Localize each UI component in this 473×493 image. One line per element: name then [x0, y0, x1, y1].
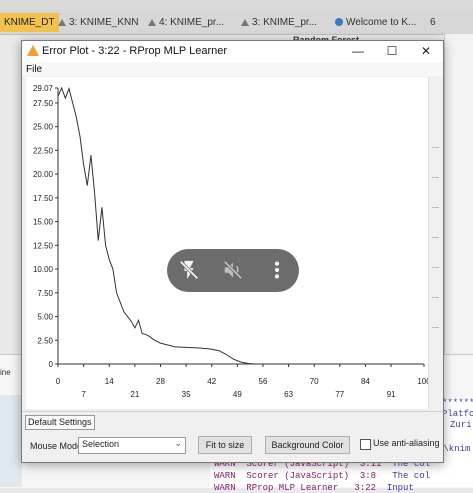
- console-line: WARN Scorer (JavaScript) 3:8 The col: [214, 471, 431, 481]
- menu-file[interactable]: File: [26, 64, 43, 75]
- chevron-down-icon: ⌄: [174, 438, 182, 448]
- console-line: WARN Scorer (JavaScript) 3:11 The col: [214, 459, 431, 469]
- x-tick-label: 21: [130, 390, 139, 399]
- dialog-titlebar[interactable]: Error Plot - 3:22 - RProp MLP Learner — …: [22, 41, 443, 62]
- y-tick-label: 15.00: [33, 218, 54, 227]
- y-tick-label: 10.00: [33, 265, 54, 274]
- x-tick-label: 84: [361, 377, 370, 386]
- error-plot-dialog: Error Plot - 3:22 - RProp MLP Learner — …: [21, 40, 444, 463]
- mouse-mode-value: Selection: [82, 439, 120, 449]
- y-tick-label: 0: [49, 360, 54, 369]
- mouse-mode-select[interactable]: Selection ⌄: [78, 437, 186, 454]
- y-tick-label: 2.50: [37, 336, 53, 345]
- console-line: Platfo: [442, 409, 473, 419]
- x-tick-label: 14: [105, 377, 114, 386]
- volume-off-icon[interactable]: [222, 259, 244, 281]
- tab-knime-knn[interactable]: 3: KNIME_KNN: [58, 13, 138, 32]
- x-tick-label: 100: [417, 377, 428, 386]
- flash-off-icon[interactable]: [178, 259, 200, 281]
- y-tick-label: 29.07: [33, 84, 54, 93]
- workflow-minimap: [0, 395, 22, 487]
- y-tick-label: 5.00: [37, 313, 53, 322]
- x-tick-label: 77: [335, 390, 344, 399]
- outline-panel: [444, 34, 473, 354]
- error-series-line: [57, 86, 256, 365]
- console-line: s\knim: [438, 444, 471, 454]
- warning-icon: [27, 45, 39, 56]
- x-tick-label: 28: [156, 377, 165, 386]
- x-tick-label: 35: [182, 390, 191, 399]
- y-tick-label: 17.50: [33, 194, 54, 203]
- plot-area[interactable]: 0 2.50 5.00 7.50 10.00 12.50 15.00 17.50 20.00 22…: [26, 77, 428, 409]
- x-tick-label: 0: [56, 377, 61, 386]
- tab-knime-pr-3[interactable]: 3: KNIME_pr...: [241, 13, 317, 32]
- x-tick-label: 91: [387, 390, 396, 399]
- warning-icon: [148, 19, 156, 26]
- vertical-scrollbar[interactable]: [428, 77, 443, 409]
- tab-label: KNIME_DT: [4, 17, 55, 28]
- y-tick-label: 27.50: [33, 99, 54, 108]
- minimize-button[interactable]: —: [352, 44, 364, 58]
- tab-overflow[interactable]: 6: [430, 13, 436, 32]
- error-line-chart: 0 2.50 5.00 7.50 10.00 12.50 15.00 17.50 20.00 22…: [33, 84, 428, 399]
- tab-label: 3: KNIME_pr...: [252, 17, 318, 28]
- y-tick-label: 22.50: [33, 146, 54, 155]
- maximize-button[interactable]: ☐: [386, 44, 398, 58]
- console-line: Zuri: [450, 420, 472, 430]
- y-tick-label: 20.00: [33, 170, 54, 179]
- y-tick-label: 7.50: [37, 289, 53, 298]
- x-tick-label: 70: [310, 377, 319, 386]
- settings-tab-strip: Default Settings: [22, 411, 443, 431]
- fit-to-size-button[interactable]: Fit to size: [198, 436, 252, 454]
- tab-default-settings[interactable]: Default Settings: [25, 415, 95, 430]
- plot-controls: Mouse Mode Selection ⌄ Fit to size Backg…: [22, 432, 443, 462]
- x-tick-label: 49: [233, 390, 242, 399]
- warning-icon: [58, 19, 66, 26]
- tab-label: 3: KNIME_KNN: [69, 17, 139, 28]
- editor-tab-bar: KNIME_DT 3: KNIME_KNN 4: KNIME_pr... 3: …: [0, 10, 473, 35]
- anti-aliasing-checkbox[interactable]: [360, 439, 371, 450]
- x-tick-label: 63: [284, 390, 293, 399]
- menu-bar: File: [22, 62, 443, 76]
- tab-knime-pr-4[interactable]: 4: KNIME_pr...: [148, 13, 224, 32]
- console-line: WARN RProp MLP Learner 3:22 Input: [214, 483, 414, 493]
- app-toolbar: [0, 0, 473, 10]
- mouse-mode-label: Mouse Mode: [30, 441, 83, 451]
- anti-aliasing-label: Use anti-aliasing: [373, 438, 440, 448]
- y-tick-label: 12.50: [33, 241, 54, 250]
- tab-label: 6: [430, 17, 436, 28]
- tab-label: Welcome to K...: [346, 17, 417, 28]
- console-line: **********: [442, 398, 473, 408]
- tab-knime-dt[interactable]: KNIME_DT: [0, 13, 59, 32]
- y-tick-label: 25.00: [33, 123, 54, 132]
- x-tick-label: 56: [259, 377, 268, 386]
- x-tick-label: 42: [207, 377, 216, 386]
- tab-label: 4: KNIME_pr...: [159, 17, 225, 28]
- close-button[interactable]: ✕: [420, 44, 432, 58]
- x-tick-label: 7: [81, 390, 86, 399]
- globe-icon: [335, 18, 343, 26]
- left-panel-label: ine: [0, 368, 11, 377]
- warning-icon: [241, 19, 249, 26]
- tab-welcome[interactable]: Welcome to K...: [335, 13, 416, 32]
- more-vert-icon[interactable]: [266, 259, 288, 281]
- media-overlay: [167, 249, 299, 292]
- background-color-button[interactable]: Background Color: [265, 436, 350, 454]
- dialog-title: Error Plot - 3:22 - RProp MLP Learner: [42, 45, 228, 57]
